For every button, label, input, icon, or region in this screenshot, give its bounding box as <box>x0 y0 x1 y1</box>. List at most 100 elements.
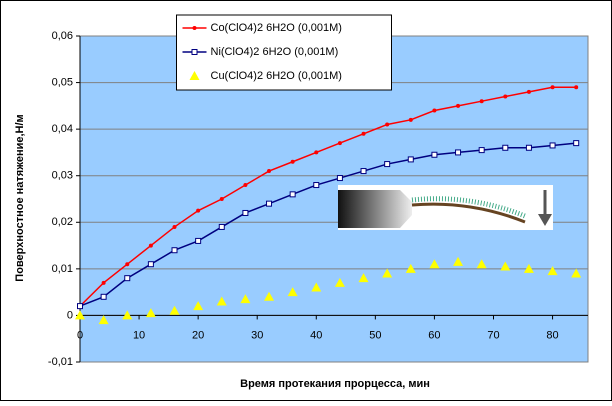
inset-arrow-head <box>538 214 552 226</box>
x-tick-label: 50 <box>369 329 381 341</box>
y-tick-label: 0,03 <box>52 170 73 182</box>
legend-label: Ni(ClO4)2 6H2O (0,001M) <box>211 46 339 58</box>
marker <box>456 103 461 108</box>
marker <box>573 140 580 147</box>
x-tick-label: 80 <box>546 329 558 341</box>
x-tick-label: 40 <box>310 329 322 341</box>
marker <box>407 156 414 163</box>
marker <box>125 262 130 267</box>
marker <box>287 287 298 297</box>
x-tick-label: 60 <box>428 329 440 341</box>
marker <box>502 144 509 151</box>
marker <box>195 237 202 244</box>
x-tick-label: 30 <box>251 329 263 341</box>
y-tick-label: 0,01 <box>52 263 73 275</box>
marker <box>216 296 227 306</box>
marker <box>337 141 342 146</box>
marker <box>453 256 464 266</box>
marker <box>242 209 249 216</box>
marker <box>98 315 109 325</box>
legend-marker <box>189 71 200 80</box>
marker <box>336 175 343 182</box>
marker <box>124 275 131 282</box>
legend-box <box>176 14 392 91</box>
marker <box>77 303 83 310</box>
inset-plate <box>338 190 412 228</box>
legend: Co(ClO4)2 6H2O (0,001M) Ni(ClO4)2 6H2O (0… <box>176 14 392 91</box>
marker <box>431 151 438 158</box>
marker <box>122 310 133 320</box>
marker <box>219 197 224 201</box>
marker <box>571 268 582 278</box>
legend-label: Cu(ClO4)2 6H2O (0,001M) <box>211 70 342 82</box>
marker <box>75 310 85 320</box>
marker <box>264 291 275 301</box>
marker <box>405 263 416 273</box>
marker <box>101 280 106 285</box>
marker <box>526 89 531 94</box>
marker <box>313 182 320 189</box>
marker <box>314 150 319 155</box>
marker <box>549 142 556 149</box>
marker <box>384 161 391 168</box>
marker <box>100 293 107 300</box>
marker <box>385 122 390 127</box>
marker <box>290 159 295 164</box>
marker <box>476 259 487 269</box>
marker <box>525 144 532 151</box>
marker <box>360 168 367 175</box>
marker <box>172 224 177 229</box>
x-tick-label: 10 <box>133 329 145 341</box>
marker <box>169 305 180 315</box>
marker <box>455 149 462 156</box>
y-tick-label: 0,05 <box>52 76 73 88</box>
y-tick-label: -0,01 <box>48 356 73 368</box>
marker <box>432 108 437 113</box>
marker <box>550 85 555 90</box>
marker <box>479 99 484 104</box>
marker <box>382 268 393 278</box>
marker <box>500 261 511 271</box>
series-line <box>79 142 577 307</box>
marker <box>145 308 156 318</box>
y-tick-label: 0,06 <box>52 30 73 42</box>
marker <box>243 183 248 188</box>
legend-marker <box>192 26 197 30</box>
inset-image <box>338 185 553 230</box>
inset-film <box>411 202 526 224</box>
x-axis-title: Время протекания прорцесса, мин <box>240 378 430 390</box>
marker <box>547 266 558 276</box>
marker <box>196 208 201 213</box>
marker <box>148 243 153 248</box>
marker <box>147 261 154 268</box>
marker <box>574 85 579 90</box>
x-tick-label: 70 <box>487 329 499 341</box>
y-tick-label: 0 <box>67 309 73 321</box>
y-axis-title: Поверхностное натяжение,Н/м <box>14 114 26 281</box>
legend-label: Co(ClO4)2 6H2O (0,001M) <box>211 22 342 34</box>
series-line <box>79 86 577 307</box>
legend-marker <box>191 49 198 55</box>
x-tick-label: 20 <box>192 329 204 341</box>
marker <box>267 169 272 174</box>
inset-molecules <box>411 196 526 219</box>
marker <box>218 223 225 230</box>
marker <box>289 191 296 198</box>
y-tick-label: 0,04 <box>52 123 73 135</box>
marker <box>193 301 204 311</box>
marker <box>358 273 369 283</box>
marker <box>408 117 413 122</box>
marker <box>361 131 366 136</box>
marker <box>503 94 508 99</box>
marker <box>429 259 440 269</box>
y-tick-label: 0,02 <box>52 216 73 228</box>
marker <box>266 200 273 207</box>
x-tick-label: 0 <box>77 329 83 341</box>
marker <box>311 282 322 292</box>
marker <box>334 277 345 287</box>
marker <box>478 147 485 154</box>
marker <box>240 294 251 304</box>
marker <box>171 247 178 254</box>
marker <box>523 263 534 273</box>
